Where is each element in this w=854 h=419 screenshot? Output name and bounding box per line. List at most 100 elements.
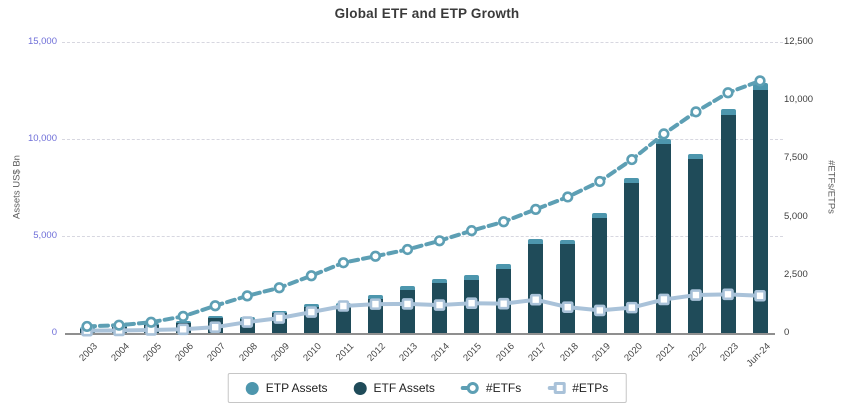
x-axis-label-2023: 2023 (718, 341, 741, 364)
right-axis-tick-label: 0 (784, 327, 790, 338)
legend-item-etps-count[interactable]: #ETPs (547, 381, 608, 395)
etfs-marker-2007[interactable] (209, 300, 221, 312)
etps-marker-2018[interactable] (561, 301, 574, 313)
bar-etp-assets-2023[interactable] (720, 108, 736, 116)
x-axis-label-2017: 2017 (525, 341, 549, 364)
x-axis-label-2003: 2003 (77, 341, 100, 364)
legend-label-etfs-count: #ETFs (485, 381, 522, 395)
bar-etp-assets-2022[interactable] (688, 153, 704, 160)
etfs-marker-2003[interactable] (81, 320, 93, 333)
etfs-marker-2008[interactable] (241, 290, 253, 302)
etfs-marker-2004[interactable] (113, 319, 125, 331)
bar-etp-assets-2012[interactable] (367, 295, 383, 299)
etps-marker-Jun-24[interactable] (754, 289, 766, 302)
etfs-marker-2015[interactable] (466, 225, 478, 237)
bar-etf-assets-2011[interactable] (335, 306, 351, 333)
bar-etp-assets-2021[interactable] (656, 138, 672, 145)
etps-marker-2021[interactable] (658, 293, 670, 306)
x-axis-label-2022: 2022 (686, 341, 709, 364)
bar-etp-assets-2009[interactable] (271, 310, 287, 313)
etfs-marker-2020[interactable] (626, 153, 638, 166)
etps-marker-2017[interactable] (529, 293, 542, 306)
etfs-marker-2009[interactable] (273, 282, 285, 294)
etps-marker-2008[interactable] (241, 316, 254, 328)
etfs-marker-Jun-24[interactable] (754, 75, 766, 87)
etfs-marker-2017[interactable] (530, 203, 542, 215)
etfs-marker-2019[interactable] (594, 175, 606, 188)
right-axis-tick-label: 12,500 (784, 36, 814, 47)
bar-etp-assets-2019[interactable] (592, 212, 608, 218)
etps-marker-2013[interactable] (401, 298, 414, 310)
etfs-marker-2018[interactable] (562, 191, 574, 203)
right-axis-tick-label: 5,000 (784, 210, 808, 222)
x-axis-label-2005: 2005 (141, 341, 164, 364)
etps-marker-2012[interactable] (369, 298, 382, 310)
etfs-marker-2010[interactable] (305, 270, 317, 282)
etfs-marker-2012[interactable] (369, 250, 382, 262)
etps-marker-2016[interactable] (497, 297, 510, 310)
etfs-count-line (85, 78, 763, 329)
bar-etf-assets-2020[interactable] (624, 183, 640, 333)
etps-marker-2022[interactable] (690, 289, 702, 301)
chart-title: Global ETF and ETP Growth (334, 6, 520, 21)
bar-etp-assets-2017[interactable] (528, 239, 544, 245)
etps-marker-2011[interactable] (337, 300, 350, 312)
etfs-marker-2014[interactable] (433, 235, 446, 247)
bar-etp-assets-2013[interactable] (400, 286, 415, 291)
legend-item-etf-assets[interactable]: ETF Assets (353, 381, 435, 395)
right-axis-tick-label: 2,500 (784, 268, 808, 280)
legend-label-etps-count: #ETPs (572, 381, 609, 395)
bar-etf-assets-2017[interactable] (528, 244, 544, 333)
etfs-line-circle-icon (460, 382, 479, 394)
etfs-marker-2023[interactable] (722, 87, 734, 99)
plot-area (62, 41, 783, 337)
x-axis-label-2014: 2014 (429, 341, 453, 364)
lines-layer (81, 75, 766, 337)
etfs-marker-2013[interactable] (401, 243, 414, 256)
bar-etf-assets-2021[interactable] (656, 144, 672, 333)
x-axis-label-2019: 2019 (589, 341, 613, 364)
bar-etf-assets-2019[interactable] (592, 217, 608, 333)
x-axis-label-2015: 2015 (461, 341, 485, 364)
left-axis-tick-label: 0 (51, 327, 57, 338)
legend: ETP Assets ETF Assets #ETFs #ETPs (227, 373, 627, 403)
x-axis-label-2009: 2009 (269, 341, 293, 364)
bar-etp-assets-2015[interactable] (464, 274, 480, 280)
etfs-marker-2006[interactable] (177, 310, 189, 322)
bar-etp-assets-2014[interactable] (432, 279, 448, 284)
etps-marker-2007[interactable] (209, 321, 221, 333)
etfs-marker-2016[interactable] (498, 216, 510, 228)
legend-item-etp-assets[interactable]: ETP Assets (245, 381, 328, 395)
left-axis-tick-label: 15,000 (27, 36, 57, 47)
bar-etf-assets-2023[interactable] (720, 115, 736, 333)
x-axis-label-2013: 2013 (397, 341, 421, 364)
bar-etp-assets-2020[interactable] (624, 178, 640, 184)
etps-marker-2006[interactable] (177, 323, 189, 336)
etfs-marker-2022[interactable] (690, 106, 702, 118)
right-axis-tick-label: 10,000 (784, 94, 814, 106)
etps-marker-2019[interactable] (593, 304, 606, 317)
etps-marker-2015[interactable] (465, 297, 478, 310)
x-axis-label-2007: 2007 (205, 341, 228, 364)
legend-item-etfs-count[interactable]: #ETFs (460, 381, 522, 395)
x-axis-label-Jun-24: Jun-24 (744, 341, 773, 370)
left-axis-tick-label: 5,000 (33, 230, 57, 241)
right-axis-tick-label: 7,500 (784, 152, 808, 164)
bar-etp-assets-2007[interactable] (207, 315, 223, 318)
etps-marker-2014[interactable] (433, 299, 446, 311)
etfs-marker-2005[interactable] (145, 316, 157, 328)
etfs-marker-2011[interactable] (337, 257, 350, 269)
etps-marker-2020[interactable] (626, 301, 638, 314)
etps-marker-2009[interactable] (273, 312, 286, 324)
x-axis-label-2021: 2021 (653, 341, 677, 364)
bar-etp-assets-2018[interactable] (560, 239, 576, 245)
etfs-marker-2021[interactable] (658, 128, 670, 140)
bar-etp-assets-2010[interactable] (303, 304, 319, 308)
etps-marker-2010[interactable] (305, 306, 318, 318)
bar-etf-assets-Jun-24[interactable] (752, 89, 768, 333)
etp-assets-dot-icon (245, 381, 259, 395)
x-axis-label-2006: 2006 (173, 341, 196, 364)
etps-marker-2023[interactable] (722, 288, 734, 301)
bar-etp-assets-2016[interactable] (496, 264, 512, 269)
x-axis-label-2010: 2010 (301, 341, 325, 364)
